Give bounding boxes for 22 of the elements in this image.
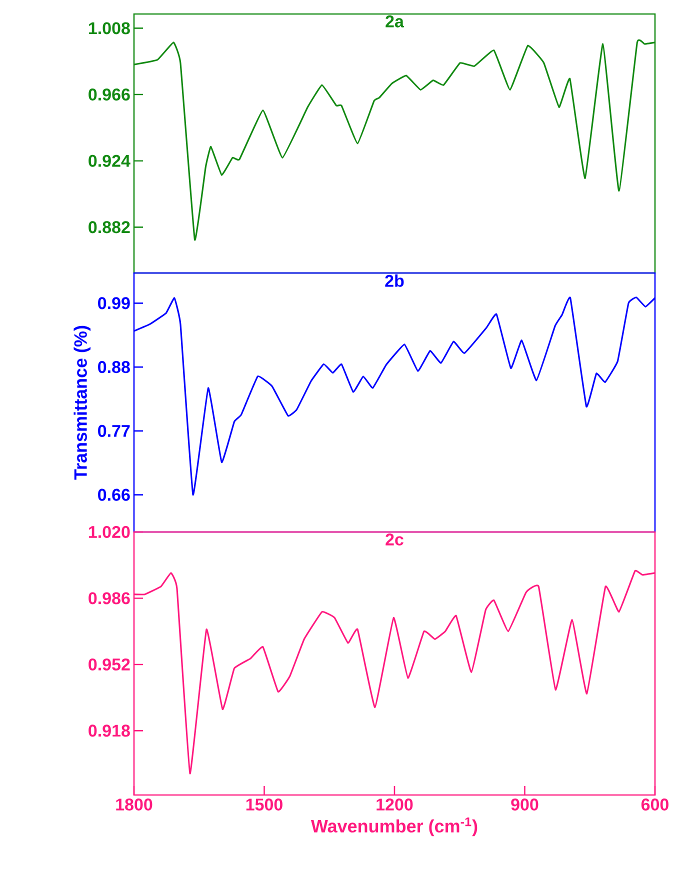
chart-title: 2b [385, 274, 404, 287]
y-tick-label: 0.952 [88, 658, 130, 670]
y-tick-label: 0.88 [98, 361, 130, 374]
x-tick-label: 1500 [246, 798, 282, 811]
x-tick-label: 900 [511, 798, 538, 811]
chart-title: 2a [386, 15, 404, 28]
x-tick-label: 1200 [376, 798, 413, 811]
y-tick-label: 0.918 [88, 724, 130, 737]
y-tick-label: 0.966 [88, 88, 130, 101]
y-tick-label: 0.77 [98, 424, 130, 437]
x-tick-label: 600 [641, 798, 668, 811]
y-tick-label: 0.882 [88, 221, 130, 234]
y-tick-label: 1.020 [88, 526, 130, 538]
y-tick-label: 0.99 [98, 297, 130, 310]
y-tick-label: 1.008 [88, 22, 130, 34]
x-axis-title: Wavenumber (cm$^{-1}$) [310, 817, 478, 836]
x-tick-label: 1800 [116, 798, 152, 811]
chart-title: 2c [386, 533, 404, 546]
y-tick-label: 0.986 [88, 592, 130, 604]
y-tick-label: 0.66 [98, 488, 130, 501]
y-tick-label: 0.924 [88, 154, 130, 167]
y-axis-title: Transmittance (%) [74, 326, 91, 480]
